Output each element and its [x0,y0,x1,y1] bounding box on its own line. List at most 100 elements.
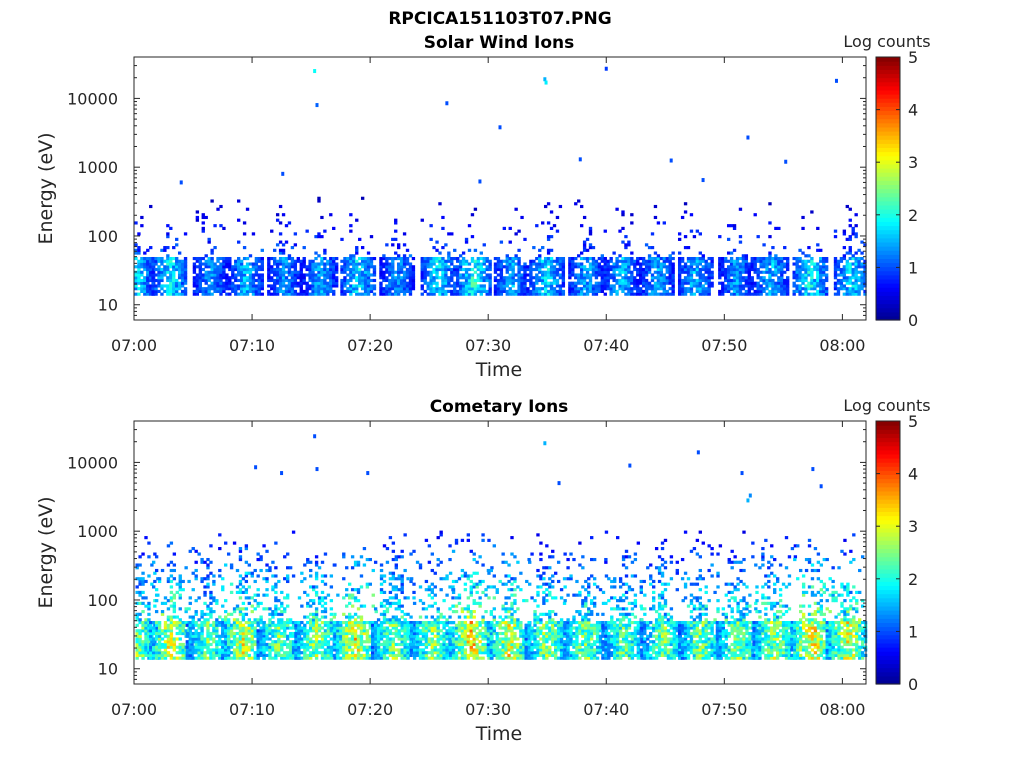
heatmap-cell [218,642,222,647]
heatmap-cell [195,284,200,288]
heatmap-cell [149,246,153,250]
heatmap-cell [360,256,365,261]
heatmap-cell [138,645,142,649]
heatmap-cell [423,278,427,283]
heatmap-cell [612,287,616,291]
heatmap-cell [256,653,260,657]
heatmap-cell [848,287,852,291]
heatmap-cell [260,267,264,272]
heatmap-cell [244,544,249,548]
heatmap-cell [245,256,250,261]
heatmap-cell [435,248,439,252]
heatmap-cell [627,276,631,280]
heatmap-cell [369,262,374,266]
heatmap-cell [239,281,244,285]
heatmap-cell [765,278,769,283]
heatmap-cell [488,292,492,296]
heatmap-cell [256,645,260,649]
heatmap-cell [188,651,192,655]
heatmap-cell [441,284,445,288]
heatmap-cell [677,262,682,266]
heatmap-cell [461,251,466,255]
heatmap-cell [621,256,625,261]
heatmap-cell [163,653,168,657]
heatmap-cell [256,637,260,641]
heatmap-cell [391,640,396,644]
heatmap-cell [535,273,539,277]
heatmap-cell [371,637,375,641]
heatmap-cell [786,259,790,263]
heatmap-cell [194,640,198,644]
heatmap-cell [792,273,796,277]
heatmap-cell [152,620,156,625]
heatmap-cell [359,604,364,608]
heatmap-cell [283,620,287,625]
heatmap-cell [771,273,775,277]
heatmap-cell [597,267,602,272]
heatmap-cell [641,270,646,274]
heatmap-cell [582,215,587,220]
heatmap-cell [677,232,682,236]
heatmap-cell [213,276,217,280]
heatmap-cell [496,284,501,288]
heatmap-cell [320,645,325,649]
heatmap-cell [493,278,498,283]
heatmap-cell [247,585,251,589]
heatmap-cell [450,292,454,296]
heatmap-cell [807,246,811,250]
heatmap-cell [329,213,333,217]
heatmap-cell [396,273,401,277]
heatmap-cell [777,276,781,280]
heatmap-cell [456,265,460,269]
heatmap-cell [444,281,448,285]
heatmap-cell [203,637,207,641]
heatmap-cell [323,642,328,647]
heatmap-cell [822,281,826,285]
heatmap-cell [317,267,321,272]
heatmap-cell [738,240,743,244]
heatmap-cell [653,270,658,274]
heatmap-cell [238,648,243,652]
heatmap-cell [311,620,316,625]
heatmap-cell [203,656,207,660]
heatmap-cell [467,267,472,272]
heatmap-cell [311,276,315,280]
heatmap-cell [314,631,319,636]
heatmap-cell [166,623,171,627]
heatmap-cell [396,276,401,280]
heatmap-cell [353,588,358,592]
heatmap-cell [250,640,254,644]
heatmap-cell [183,267,188,272]
heatmap-cell [851,256,855,261]
heatmap-cell [780,292,784,296]
heatmap-cell [340,292,344,296]
heatmap-cell [851,262,855,266]
heatmap-cell [254,270,259,274]
colorbar-segment [876,93,900,99]
heatmap-cell [603,262,607,266]
heatmap-cell [432,259,436,263]
heatmap-cell [639,287,643,291]
heatmap-cell [710,281,714,285]
heatmap-cell [473,289,478,293]
heatmap-cell [543,289,548,293]
heatmap-cell [212,648,216,652]
heatmap-cell [206,640,210,644]
y-tick-label: 1000 [77,158,118,177]
heatmap-cell [242,281,247,285]
heatmap-cell [169,287,173,291]
heatmap-cell [300,645,304,649]
heatmap-cell [441,281,445,285]
heatmap-cell [149,270,153,274]
heatmap-cell [561,259,566,263]
heatmap-cell [612,265,616,269]
heatmap-cell [411,270,416,274]
heatmap-cell [363,292,368,296]
heatmap-cell [366,292,371,296]
heatmap-cell [329,623,334,627]
heatmap-cell [274,590,278,594]
heatmap-cell [169,281,173,285]
heatmap-cell [854,281,858,285]
colorbar-segment [876,213,900,218]
heatmap-cell [311,278,315,283]
